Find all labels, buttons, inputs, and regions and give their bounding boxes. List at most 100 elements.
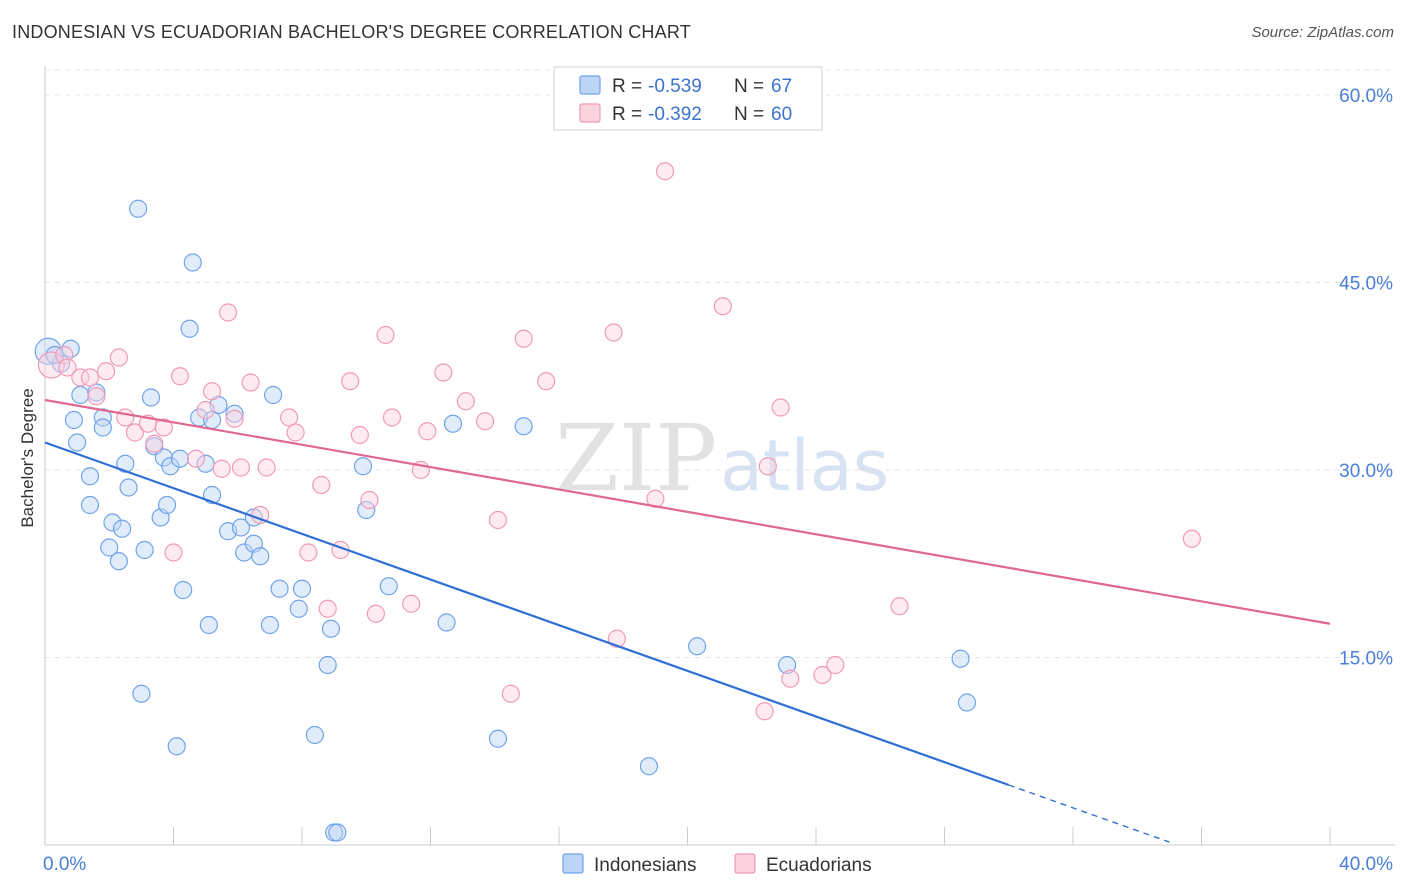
- watermark-atlas: atlas: [720, 425, 889, 507]
- gridlines: [45, 69, 1395, 658]
- indonesian-data-point: [514, 417, 533, 436]
- x-tick-labels: 0.0% 40.0%: [43, 854, 1393, 875]
- indonesian-data-point: [170, 449, 190, 468]
- indonesian-data-point: [80, 495, 100, 515]
- legend-r-label-1: R =: [612, 76, 642, 97]
- ecuadorian-data-point: [299, 543, 318, 562]
- ecuadorian-data-point: [164, 543, 183, 562]
- watermark-zip: ZIP: [555, 405, 717, 512]
- indonesian-trend-line: [44, 441, 1010, 787]
- ecuadorian-data-point: [758, 457, 777, 476]
- ecuadorian-trend-line: [44, 398, 1331, 625]
- indonesian-data-point: [103, 513, 122, 532]
- indonesian-data-point: [263, 385, 283, 405]
- legend-n-value-1: 67: [771, 76, 792, 97]
- ecuadorian-data-point: [890, 597, 909, 616]
- ecuadorian-data-point: [501, 684, 520, 703]
- indonesian-data-point: [112, 519, 132, 538]
- indonesian-data-point: [488, 729, 508, 748]
- ecuadorian-data-point: [145, 434, 164, 453]
- ecuadorian-data-point: [96, 362, 116, 381]
- bottom-legend-label-indonesians: Indonesians: [594, 855, 696, 876]
- x-tick-label-min: 0.0%: [43, 854, 86, 875]
- indonesian-data-point: [353, 457, 373, 476]
- ecuadorian-data-point: [71, 368, 90, 387]
- ecuadorian-data-point: [655, 162, 675, 181]
- indonesian-data-point: [64, 410, 84, 430]
- ecuadorian-data-point: [312, 475, 331, 495]
- indonesian-data-point: [231, 518, 251, 537]
- ecuadorian-data-point: [87, 387, 106, 406]
- indonesian-data-point: [116, 454, 135, 473]
- indonesian-data-point: [437, 613, 456, 632]
- y-tick-label: 30.0%: [1339, 461, 1393, 482]
- bottom-legend-swatch-indonesians: [562, 853, 584, 874]
- ecuadorian-data-point: [402, 594, 421, 613]
- legend-n-label-1: N =: [734, 76, 764, 97]
- y-tick-label: 60.0%: [1339, 86, 1393, 107]
- indonesian-data-point: [777, 655, 797, 675]
- ecuadorian-data-point: [231, 458, 251, 477]
- ecuadorian-data-point: [813, 665, 832, 685]
- indonesian-data-point: [289, 599, 308, 618]
- ecuadorian-data-point: [713, 297, 732, 316]
- ecuadorian-data-point: [212, 459, 231, 478]
- ecuadorian-data-point: [781, 669, 800, 688]
- ecuadorian-data-point: [350, 425, 369, 445]
- ecuadorian-data-point: [241, 373, 260, 392]
- ecuadorian-data-point: [257, 458, 276, 477]
- indonesian-data-point: [225, 404, 244, 423]
- ecuadorian-data-point: [418, 422, 437, 441]
- ecuadorian-data-point: [318, 599, 337, 618]
- indonesian-data-point: [135, 540, 154, 560]
- indonesian-data-point: [379, 577, 398, 596]
- ecuadorian-data-point: [58, 358, 77, 377]
- y-tick-labels: 15.0% 30.0% 45.0% 60.0%: [1339, 86, 1393, 670]
- indonesian-data-point: [357, 500, 376, 520]
- ecuadorian-data-point: [376, 325, 395, 345]
- indonesian-data-point: [270, 579, 289, 598]
- ecuadorian-data-point: [360, 490, 379, 510]
- watermark: ZIP atlas: [555, 405, 889, 512]
- legend-r-value-2: -0.392: [648, 104, 702, 125]
- indonesian-data-point: [199, 615, 218, 635]
- legend-swatch-indonesians: [579, 75, 601, 95]
- indonesian-data-point: [141, 388, 161, 407]
- indonesian-data-point: [45, 345, 64, 365]
- indonesian-data-point: [951, 649, 970, 668]
- series-indonesians-points: [34, 199, 977, 842]
- ecuadorian-data-point: [382, 408, 402, 427]
- indonesian-data-point: [318, 655, 337, 675]
- y-axis-label: Bachelor's Degree: [18, 388, 37, 527]
- indonesian-data-point: [68, 433, 87, 452]
- indonesian-data-point: [639, 757, 659, 776]
- indonesian-data-point: [305, 725, 324, 745]
- ecuadorian-data-point: [154, 418, 173, 437]
- top-legend: R = -0.539 N = 67 R = -0.392 N = 60: [553, 66, 823, 131]
- ecuadorian-data-point: [1182, 529, 1201, 548]
- indonesian-data-point: [957, 693, 977, 712]
- indonesian-data-point: [100, 538, 119, 557]
- indonesian-data-point: [132, 684, 151, 703]
- chart-title: INDONESIAN VS ECUADORIAN BACHELOR'S DEGR…: [12, 22, 691, 42]
- ecuadorian-data-point: [456, 392, 475, 411]
- y-tick-label: 45.0%: [1339, 274, 1393, 295]
- ecuadorian-data-point: [280, 408, 299, 427]
- indonesian-data-point: [174, 580, 193, 600]
- x-tick-label-max: 40.0%: [1339, 854, 1393, 875]
- indonesian-data-point: [167, 737, 186, 756]
- ecuadorian-data-point: [37, 351, 66, 379]
- indonesian-data-point: [93, 418, 112, 437]
- indonesian-data-point: [328, 823, 347, 842]
- axes: [44, 66, 1395, 846]
- ecuadorian-data-point: [771, 398, 790, 417]
- ecuadorian-data-point: [604, 323, 623, 342]
- indonesian-data-point: [119, 478, 138, 497]
- ecuadorian-data-point: [80, 368, 100, 387]
- y-tick-label: 15.0%: [1339, 649, 1393, 670]
- ecuadorian-data-point: [116, 408, 135, 427]
- ecuadorian-data-point: [514, 329, 533, 348]
- legend-swatch-ecuadorians: [579, 103, 601, 123]
- indonesian-data-point: [109, 552, 128, 571]
